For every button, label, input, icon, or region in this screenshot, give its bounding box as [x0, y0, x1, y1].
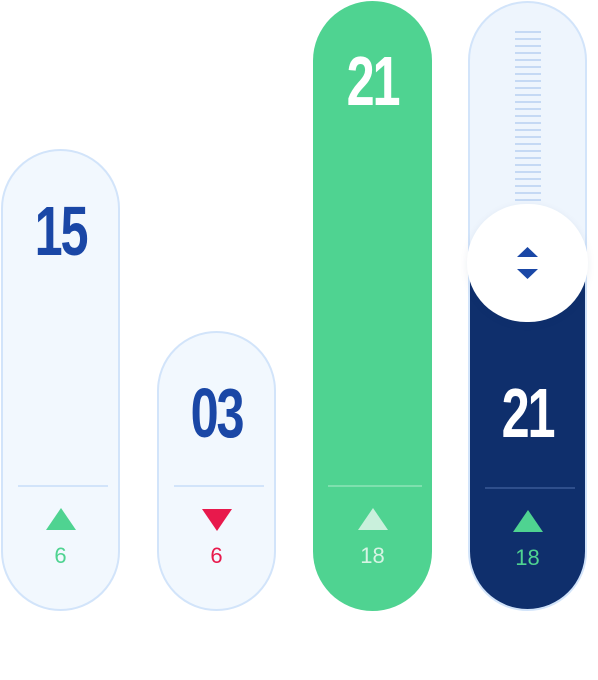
stat-value: 15 — [34, 192, 89, 270]
triangle-up-icon — [45, 508, 76, 530]
divider — [328, 485, 422, 487]
stat-card-3: 21 18 — [313, 1, 432, 611]
up-down-arrows-icon — [517, 247, 538, 279]
triangle-down-icon — [201, 509, 232, 531]
stat-change: 18 — [515, 545, 540, 570]
slider-fill — [470, 265, 585, 609]
stat-value: 21 — [501, 374, 556, 452]
stat-value: 03 — [190, 374, 245, 452]
slider-ticks — [515, 31, 541, 213]
stat-change: 6 — [210, 543, 223, 568]
stat-value: 21 — [346, 42, 401, 120]
slider-handle[interactable] — [467, 204, 588, 322]
stat-change: 18 — [360, 543, 385, 568]
stat-change: 6 — [54, 543, 67, 568]
triangle-up-icon — [512, 510, 543, 532]
divider — [18, 485, 108, 487]
stat-card-1: 15 6 — [1, 149, 120, 611]
divider — [174, 485, 264, 487]
stat-card-2: 03 6 — [157, 331, 276, 611]
triangle-up-icon — [357, 508, 388, 530]
divider — [485, 487, 575, 489]
